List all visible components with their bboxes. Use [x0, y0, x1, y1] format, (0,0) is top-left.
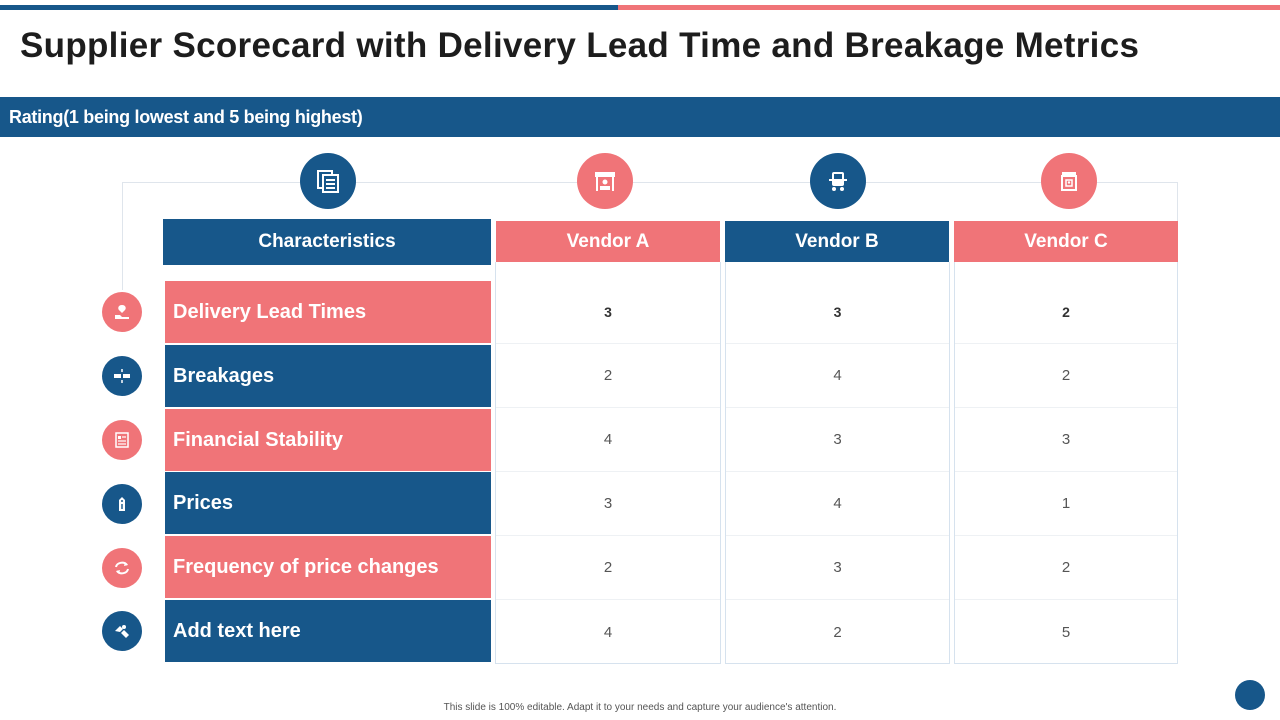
price-tag-icon	[102, 484, 142, 524]
row-label-prices: Prices	[165, 472, 491, 534]
documents-icon	[300, 153, 356, 209]
row-label-breakages: Breakages	[165, 345, 491, 407]
table-cell: 3	[726, 408, 949, 472]
vendor-a-column: 3 2 4 3 2 4	[495, 262, 721, 664]
vendor-b-column: 3 4 3 4 3 2	[725, 262, 950, 664]
top-accent-bar-blue	[0, 5, 618, 10]
table-cell: 3	[726, 536, 949, 600]
table-cell: 3	[726, 280, 949, 344]
report-icon	[102, 420, 142, 460]
rating-banner: Rating(1 being lowest and 5 being highes…	[0, 97, 1280, 137]
top-accent-bar-pink	[618, 5, 1280, 10]
table-cell: 5	[1061, 623, 1071, 641]
storefront-icon	[577, 153, 633, 209]
refresh-icon	[102, 548, 142, 588]
page-title: Supplier Scorecard with Delivery Lead Ti…	[20, 26, 1140, 65]
plant-hand-icon	[102, 292, 142, 332]
table-cell: 2	[955, 536, 1177, 600]
frame-line-left	[122, 182, 123, 290]
table-cell: 2	[955, 280, 1177, 344]
frame-line-right	[1177, 182, 1178, 222]
broken-link-icon	[102, 356, 142, 396]
footer-note: This slide is 100% editable. Adapt it to…	[443, 702, 837, 713]
table-cell: 4	[496, 408, 720, 472]
table-cell: 2	[955, 344, 1177, 408]
row-label-financial-stability: Financial Stability	[165, 409, 491, 471]
vendor-c-column: 2 2 3 1 2 5	[954, 262, 1178, 664]
header-vendor-a: Vendor A	[496, 221, 720, 263]
table-cell: 4	[603, 623, 613, 641]
table-cell: 1	[955, 472, 1177, 536]
handshake-icon	[102, 611, 142, 651]
shop-icon	[1041, 153, 1097, 209]
corner-dot	[1235, 680, 1265, 710]
table-cell: 4	[726, 472, 949, 536]
table-cell: 2	[496, 344, 720, 408]
table-cell: 4	[726, 344, 949, 408]
table-cell: 3	[955, 408, 1177, 472]
header-vendor-c: Vendor C	[954, 221, 1178, 263]
row-label-delivery-lead-times: Delivery Lead Times	[165, 281, 491, 343]
table-cell: 2	[833, 623, 842, 641]
delivery-truck-icon	[810, 153, 866, 209]
header-characteristics: Characteristics	[163, 219, 491, 265]
table-cell: 3	[496, 280, 720, 344]
table-cell: 2	[496, 536, 720, 600]
header-vendor-b: Vendor B	[725, 221, 949, 263]
row-label-frequency-of-price-changes: Frequency of price changes	[165, 536, 491, 598]
frame-line-top	[122, 182, 1178, 183]
table-cell: 3	[496, 472, 720, 536]
row-label-add-text-here: Add text here	[165, 600, 491, 662]
